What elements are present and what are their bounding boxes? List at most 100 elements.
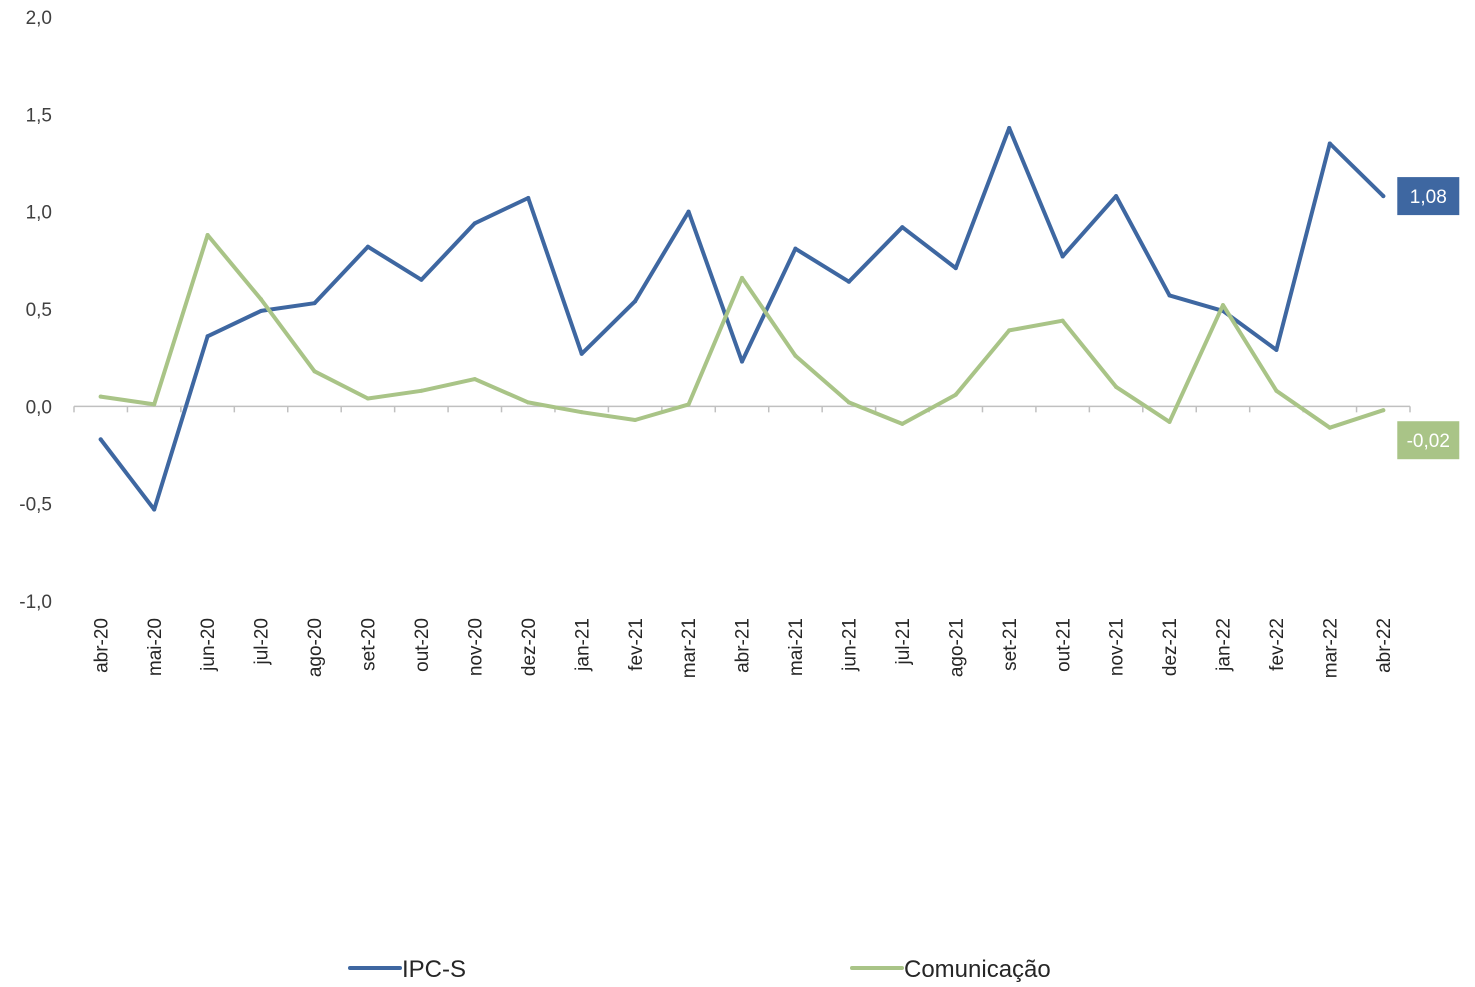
data-point — [846, 279, 851, 284]
data-point — [900, 225, 905, 230]
end-labels: 1,08 -0,02 — [1397, 177, 1460, 460]
data-point — [793, 246, 798, 251]
x-tick-label: abr-21 — [733, 618, 754, 673]
data-point — [472, 377, 477, 382]
data-point — [1114, 384, 1119, 389]
x-tick-label: jul-20 — [252, 618, 273, 665]
x-axis-ticks: abr-20 mai-20 jun-20 jul-20 ago-20 set-20 out-… — [91, 618, 1395, 678]
y-tick-label: -0,5 — [19, 495, 52, 516]
y-tick-label: 1,0 — [26, 203, 52, 224]
data-point — [1060, 318, 1065, 323]
data-point — [633, 417, 638, 422]
data-point — [686, 209, 691, 214]
data-point — [633, 299, 638, 304]
end-label-box — [1397, 421, 1460, 460]
x-tick-label: jun-21 — [840, 618, 861, 672]
x-tick-label: ago-21 — [946, 618, 967, 677]
end-label-ipc-s: 1,08 — [1397, 177, 1460, 216]
x-tick-label: set-20 — [359, 618, 380, 671]
end-label-value: -0,02 — [1407, 431, 1450, 452]
x-axis — [73, 405, 1411, 413]
x-tick-label: jul-21 — [893, 618, 914, 665]
data-point — [1327, 141, 1332, 146]
data-point — [365, 396, 370, 401]
x-tick-label: mai-20 — [145, 618, 166, 676]
x-tick-label: nov-21 — [1107, 618, 1128, 676]
x-tick-label: out-20 — [412, 618, 433, 672]
series-comunica-o — [98, 233, 1386, 430]
y-tick-label: -1,0 — [19, 592, 52, 613]
end-label-box — [1397, 177, 1460, 216]
x-tick-label: abr-22 — [1374, 618, 1395, 673]
data-point — [472, 221, 477, 226]
data-point — [1114, 194, 1119, 199]
data-point — [205, 233, 210, 238]
x-tick-label: dez-20 — [519, 618, 540, 676]
x-tick-label: set-21 — [1000, 618, 1021, 671]
x-tick-label: dez-21 — [1160, 618, 1181, 676]
data-point — [365, 244, 370, 249]
series-ipc-s — [98, 125, 1386, 512]
data-point — [526, 400, 531, 405]
x-tick-label: mar-22 — [1320, 618, 1341, 678]
data-point — [312, 301, 317, 306]
data-point — [953, 392, 958, 397]
legend-label: Comunicação — [904, 956, 1051, 983]
y-tick-label: 0,0 — [26, 397, 52, 418]
x-tick-label: jan-22 — [1214, 618, 1235, 672]
y-tick-label: 1,5 — [26, 105, 52, 126]
y-tick-label: 2,0 — [26, 8, 52, 29]
data-point — [152, 402, 157, 407]
data-point — [793, 353, 798, 358]
data-point — [312, 369, 317, 374]
data-point — [1167, 293, 1172, 298]
data-point — [579, 351, 584, 356]
legend-label: IPC-S — [402, 956, 466, 983]
data-point — [1060, 254, 1065, 259]
data-point — [1220, 303, 1225, 308]
x-tick-label: out-21 — [1053, 618, 1074, 672]
legend-item: IPC-S — [348, 956, 466, 983]
x-tick-label: fev-21 — [626, 618, 647, 671]
data-point — [419, 277, 424, 282]
data-point — [526, 196, 531, 201]
x-tick-label: ago-20 — [305, 618, 326, 677]
data-point — [419, 388, 424, 393]
end-label-value: 1,08 — [1410, 187, 1447, 208]
y-axis-ticks: -1,0 -0,5 0,0 0,5 1,0 1,5 2,0 — [19, 8, 52, 613]
data-point — [1274, 347, 1279, 352]
data-point — [900, 421, 905, 426]
data-point — [1327, 425, 1332, 430]
data-point — [1381, 408, 1386, 413]
data-point — [1274, 388, 1279, 393]
data-point — [205, 334, 210, 339]
series-line — [98, 233, 1386, 430]
data-point — [98, 394, 103, 399]
x-tick-label: mar-21 — [679, 618, 700, 678]
x-tick-label: nov-20 — [465, 618, 486, 676]
series-layer — [98, 125, 1386, 512]
data-point — [98, 437, 103, 442]
y-tick-label: 0,5 — [26, 300, 52, 321]
data-point — [1007, 125, 1012, 130]
x-tick-label: jan-21 — [572, 618, 593, 672]
data-point — [1381, 194, 1386, 199]
legend-item: Comunicação — [850, 956, 1051, 983]
data-point — [1007, 328, 1012, 333]
data-point — [1167, 419, 1172, 424]
x-tick-label: jun-20 — [198, 618, 219, 672]
data-point — [259, 297, 264, 302]
data-point — [259, 308, 264, 313]
data-point — [152, 507, 157, 512]
data-point — [740, 275, 744, 280]
data-point — [686, 402, 691, 407]
data-point — [579, 410, 584, 415]
x-tick-label: mai-21 — [786, 618, 807, 676]
data-point — [953, 266, 958, 271]
x-tick-label: abr-20 — [91, 618, 112, 673]
series-line — [98, 126, 1386, 512]
x-tick-label: fev-22 — [1267, 618, 1288, 671]
data-point — [740, 359, 744, 364]
legend: IPC-S Comunicação — [348, 956, 1051, 983]
